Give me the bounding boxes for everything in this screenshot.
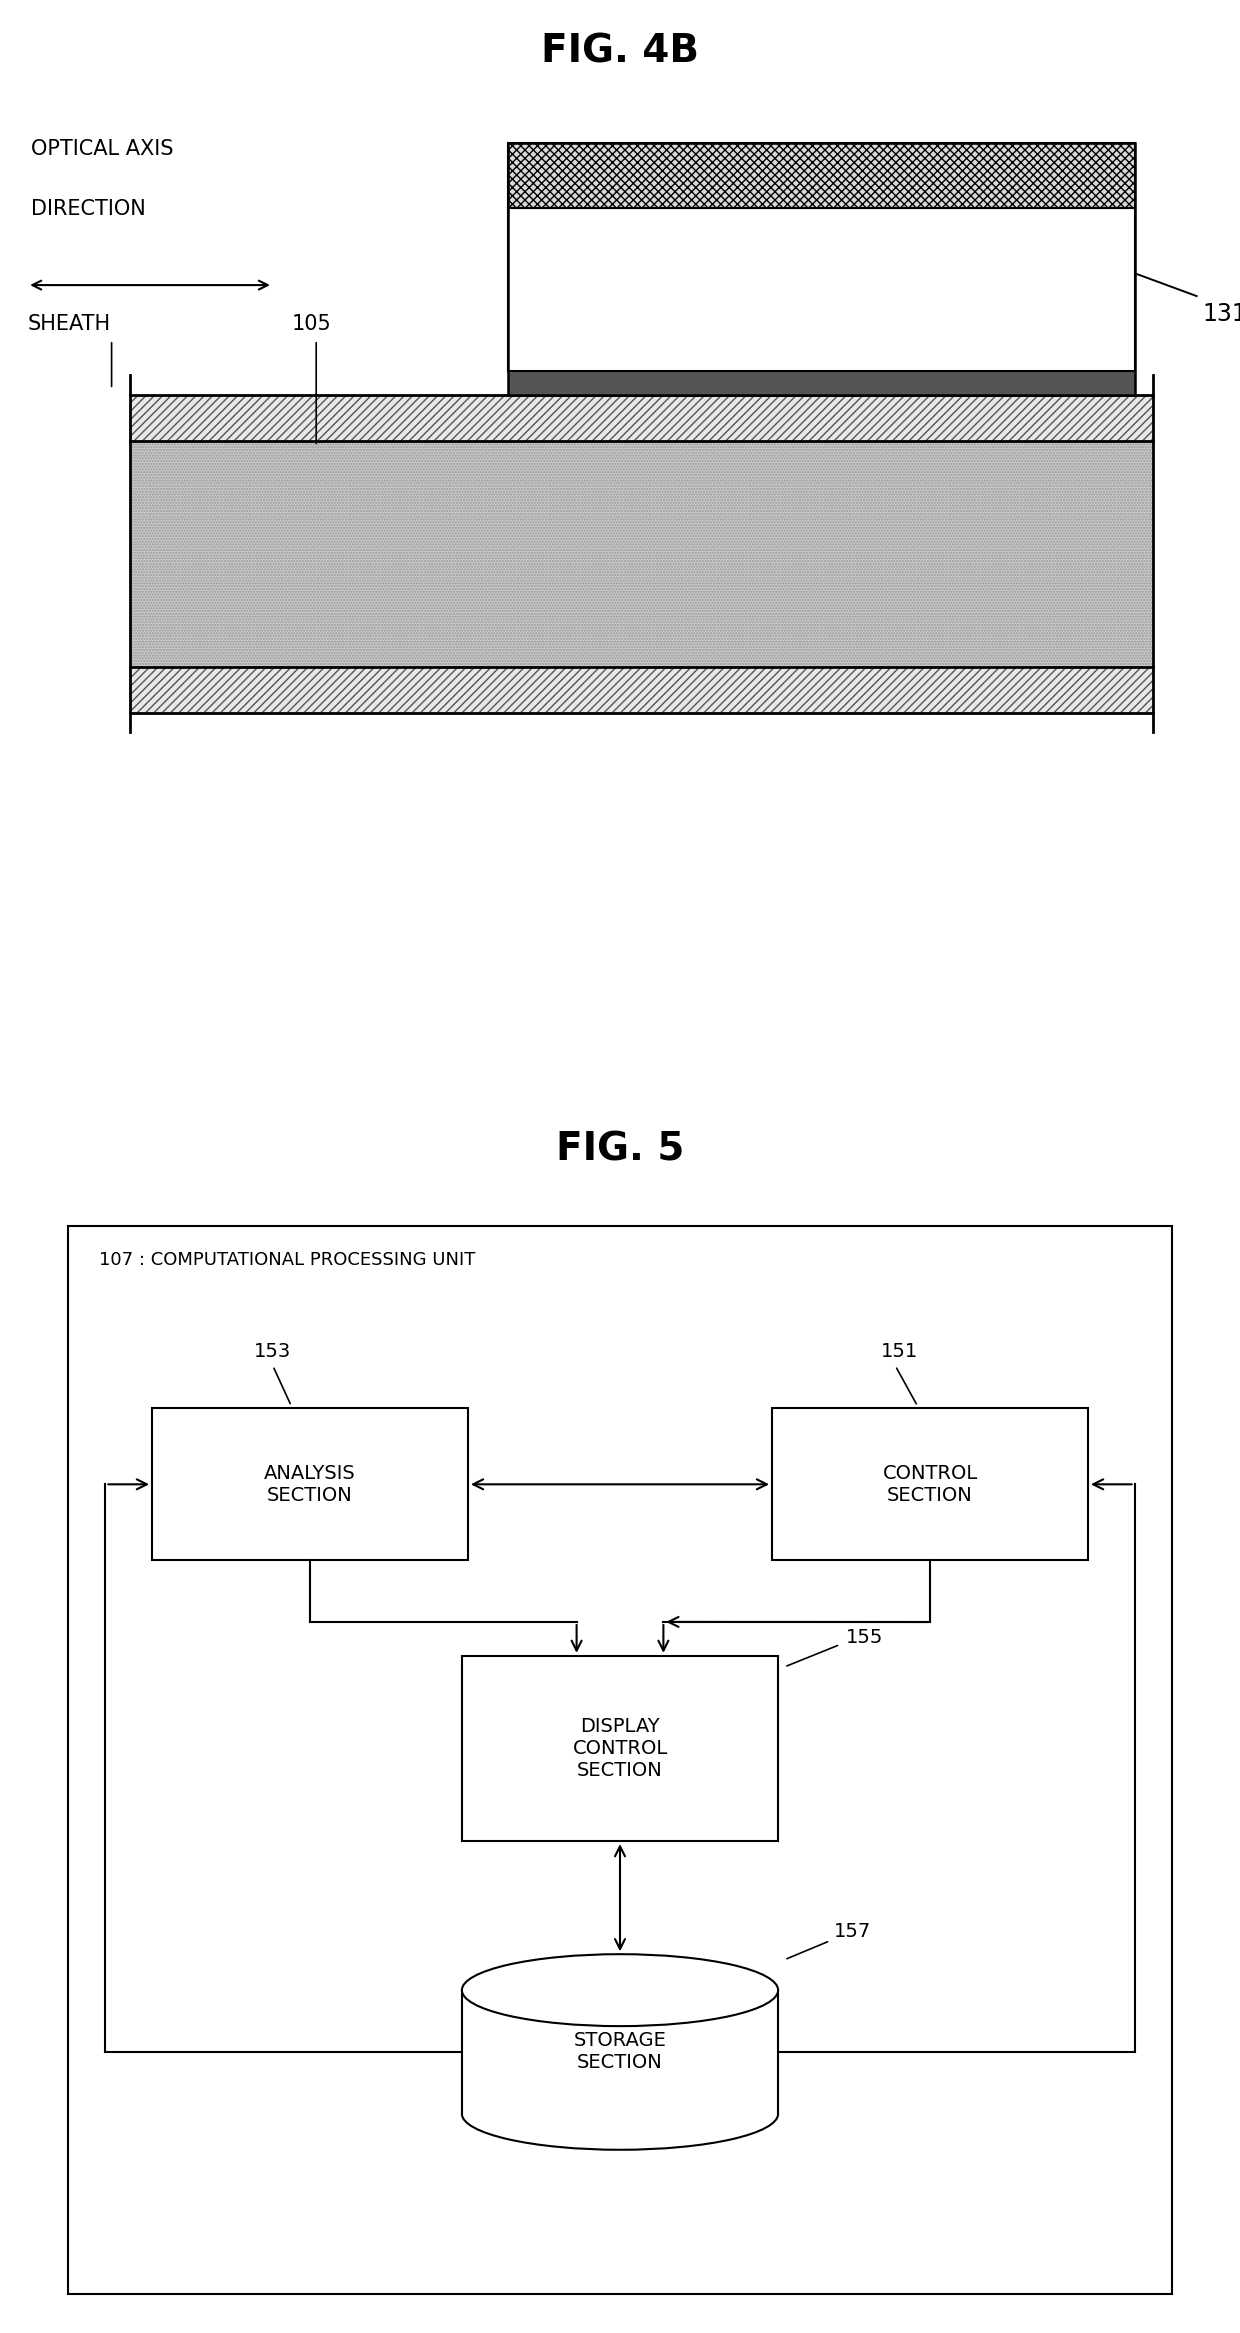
Text: 153: 153 — [254, 1341, 291, 1360]
Text: DISPLAY
CONTROL
SECTION: DISPLAY CONTROL SECTION — [573, 1717, 667, 1780]
Bar — [508, 142, 1135, 394]
Bar — [130, 667, 1153, 714]
Text: OPTICAL AXIS: OPTICAL AXIS — [31, 140, 174, 159]
Bar — [151, 1409, 469, 1561]
Text: CONTROL
SECTION: CONTROL SECTION — [883, 1463, 977, 1505]
Text: DIRECTION: DIRECTION — [31, 198, 146, 219]
Bar — [508, 371, 1135, 394]
Text: 107 : COMPUTATIONAL PROCESSING UNIT: 107 : COMPUTATIONAL PROCESSING UNIT — [99, 1250, 476, 1269]
Bar — [130, 394, 1153, 441]
Text: 155: 155 — [847, 1628, 884, 1647]
Bar — [463, 1990, 779, 2114]
Text: 151: 151 — [880, 1341, 918, 1360]
Bar — [508, 208, 1135, 371]
Bar — [771, 1409, 1089, 1561]
Text: 131: 131 — [1203, 301, 1240, 327]
Text: STORAGE
SECTION: STORAGE SECTION — [574, 2032, 666, 2072]
Text: ANALYSIS
SECTION: ANALYSIS SECTION — [264, 1463, 356, 1505]
Text: FIG. 5: FIG. 5 — [556, 1129, 684, 1169]
Text: FIG. 4B: FIG. 4B — [541, 33, 699, 70]
Text: SHEATH: SHEATH — [27, 315, 110, 334]
Bar — [68, 1225, 1172, 2293]
Bar — [508, 142, 1135, 208]
Bar — [463, 1656, 779, 1841]
Text: 105: 105 — [291, 315, 331, 334]
Ellipse shape — [461, 1955, 779, 2025]
Text: 157: 157 — [835, 1922, 872, 1941]
Bar — [130, 441, 1153, 667]
